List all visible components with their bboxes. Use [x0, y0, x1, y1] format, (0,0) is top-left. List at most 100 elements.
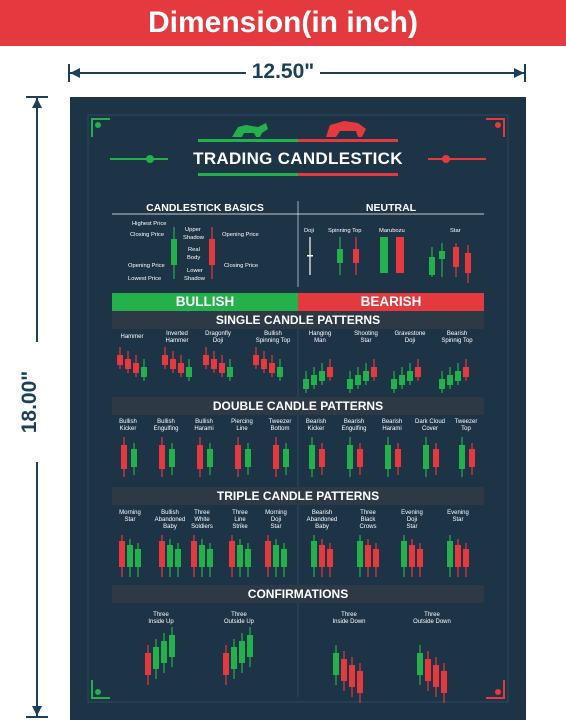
confirm-2-candle-3-body — [357, 671, 363, 693]
double-4-first-body — [273, 445, 279, 469]
bearish-bar — [298, 293, 484, 311]
label-closing-price-right: Closing Price — [224, 263, 259, 269]
triple-label-1: Bullish Abandoned Baby — [154, 510, 186, 530]
single-5-candle-1-body — [355, 375, 361, 385]
single-7-candle-0-body — [439, 379, 445, 389]
bullish-label: BULLISH — [175, 294, 235, 309]
label-lower: Lower — [187, 268, 203, 274]
neutral-star-2-body — [439, 251, 445, 259]
confirmations-heading: CONFIRMATIONS — [247, 587, 349, 601]
title-underline-green — [198, 173, 298, 176]
neutral-star-1-body — [429, 257, 435, 275]
single-1-candle-1-body — [170, 359, 176, 369]
single-0-candle-3-body — [141, 367, 147, 377]
confirm-0-candle-1-body — [153, 647, 159, 669]
double-label-4: Tweezer Bottom — [268, 419, 292, 432]
triple-2-candle-0-body — [191, 541, 197, 567]
width-label: 12.50" — [0, 60, 566, 84]
title-ornament-left-dot — [146, 155, 154, 163]
double-5-second-body — [319, 449, 325, 467]
label-lowest-price: Lowest Price — [128, 276, 162, 282]
triple-5-candle-2-body — [327, 549, 333, 567]
single-0-candle-2-body — [133, 363, 139, 373]
confirm-3-candle-0-body — [417, 653, 423, 675]
confirm-3-candle-3-body — [441, 671, 447, 693]
confirm-1-candle-1-body — [231, 647, 237, 669]
single-label-2: Dragonfly Doji — [205, 331, 231, 344]
neutral-spin-green-body — [337, 249, 343, 263]
label-marubozu: Marubozu — [379, 228, 405, 234]
single-6-candle-2-body — [407, 371, 413, 381]
confirm-0-candle-0-body — [145, 653, 151, 675]
confirm-1-candle-3-body — [247, 635, 253, 657]
confirm-2-candle-2-body — [349, 665, 355, 687]
double-9-second-body — [469, 449, 475, 467]
triple-7-candle-1-body — [409, 545, 415, 567]
double-label-8: Dark Cloud Cover — [414, 419, 445, 432]
triple-label-5: Bearish Abandoned Baby — [306, 510, 338, 530]
bull-icon — [232, 123, 268, 137]
label-opening-price-right: Opening Price — [222, 232, 259, 238]
triple-7-candle-0-body — [401, 541, 407, 567]
label-lower-shadow: Shadow — [184, 276, 205, 282]
title-underline-red — [298, 173, 398, 176]
single-1-candle-2-body — [178, 363, 184, 373]
single-label-3: Bullish Spinning Top — [255, 331, 291, 344]
confirm-label-0: Three Inside Up — [148, 612, 174, 625]
corner-ornament — [486, 680, 505, 699]
confirm-label-3: Three Outside Down — [413, 612, 451, 625]
label-opening-price-left: Opening Price — [128, 263, 165, 269]
double-2-second-body — [207, 449, 213, 467]
bear-icon — [326, 121, 366, 137]
double-band — [112, 397, 484, 415]
dimension-banner: Dimension(in inch) — [0, 0, 566, 46]
label-highest-price: Highest Price — [132, 221, 167, 227]
double-label-5: Bearish Kicker — [305, 419, 327, 432]
label-doji: Doji — [304, 228, 314, 234]
label-real: Real — [188, 247, 200, 253]
dimension-title: Dimension(in inch) — [148, 6, 418, 39]
single-0-candle-1-body — [125, 359, 131, 369]
neutral-star-4-body — [465, 253, 471, 273]
double-label-7: Bearish Harami — [381, 419, 403, 432]
single-label-4: Hanging Man — [308, 331, 332, 344]
triple-label-0: Morning Star — [119, 510, 141, 523]
double-1-first-body — [159, 445, 165, 469]
neutral-marubozu-red — [396, 237, 404, 273]
triple-band — [112, 487, 484, 505]
single-0-candle-0-body — [117, 355, 123, 365]
corner-ornament — [91, 118, 110, 137]
bullish-bar — [112, 293, 298, 311]
corner-dot — [95, 689, 101, 695]
single-3-candle-1-body — [261, 359, 267, 369]
single-2-candle-0-body — [203, 355, 209, 365]
single-heading: SINGLE CANDLE PATTERNS — [215, 313, 381, 327]
confirmations-band — [112, 585, 484, 603]
confirm-2-candle-1-body — [341, 659, 347, 681]
double-6-second-body — [357, 449, 363, 467]
triple-2-candle-2-body — [207, 549, 213, 567]
confirm-label-2: Three Inside Down — [332, 612, 366, 625]
single-5-candle-2-body — [363, 371, 369, 381]
triple-5-candle-1-body — [319, 545, 325, 567]
double-label-1: Bullish Engulfing — [153, 419, 179, 432]
single-1-candle-0-body — [162, 355, 168, 365]
double-2-first-body — [197, 445, 203, 469]
single-3-candle-2-body — [269, 363, 275, 373]
triple-3-candle-2-body — [245, 549, 251, 567]
basic-red-body — [209, 239, 215, 265]
single-3-candle-0-body — [253, 355, 259, 365]
double-9-first-body — [459, 445, 465, 469]
corner-dot — [495, 122, 501, 128]
inner-frame — [87, 114, 509, 703]
double-label-6: Bearish Engulfing — [341, 419, 367, 432]
single-5-candle-0-body — [347, 379, 353, 389]
single-7-candle-1-body — [447, 375, 453, 385]
single-band — [112, 311, 484, 329]
triple-6-candle-1-body — [365, 545, 371, 567]
triple-label-3: Three Line Strike — [232, 510, 248, 530]
label-star: Star — [450, 228, 461, 234]
poster-artwork — [87, 114, 509, 703]
confirm-0-candle-2-body — [161, 641, 167, 663]
label-upper-shadow: Shadow — [183, 235, 204, 241]
